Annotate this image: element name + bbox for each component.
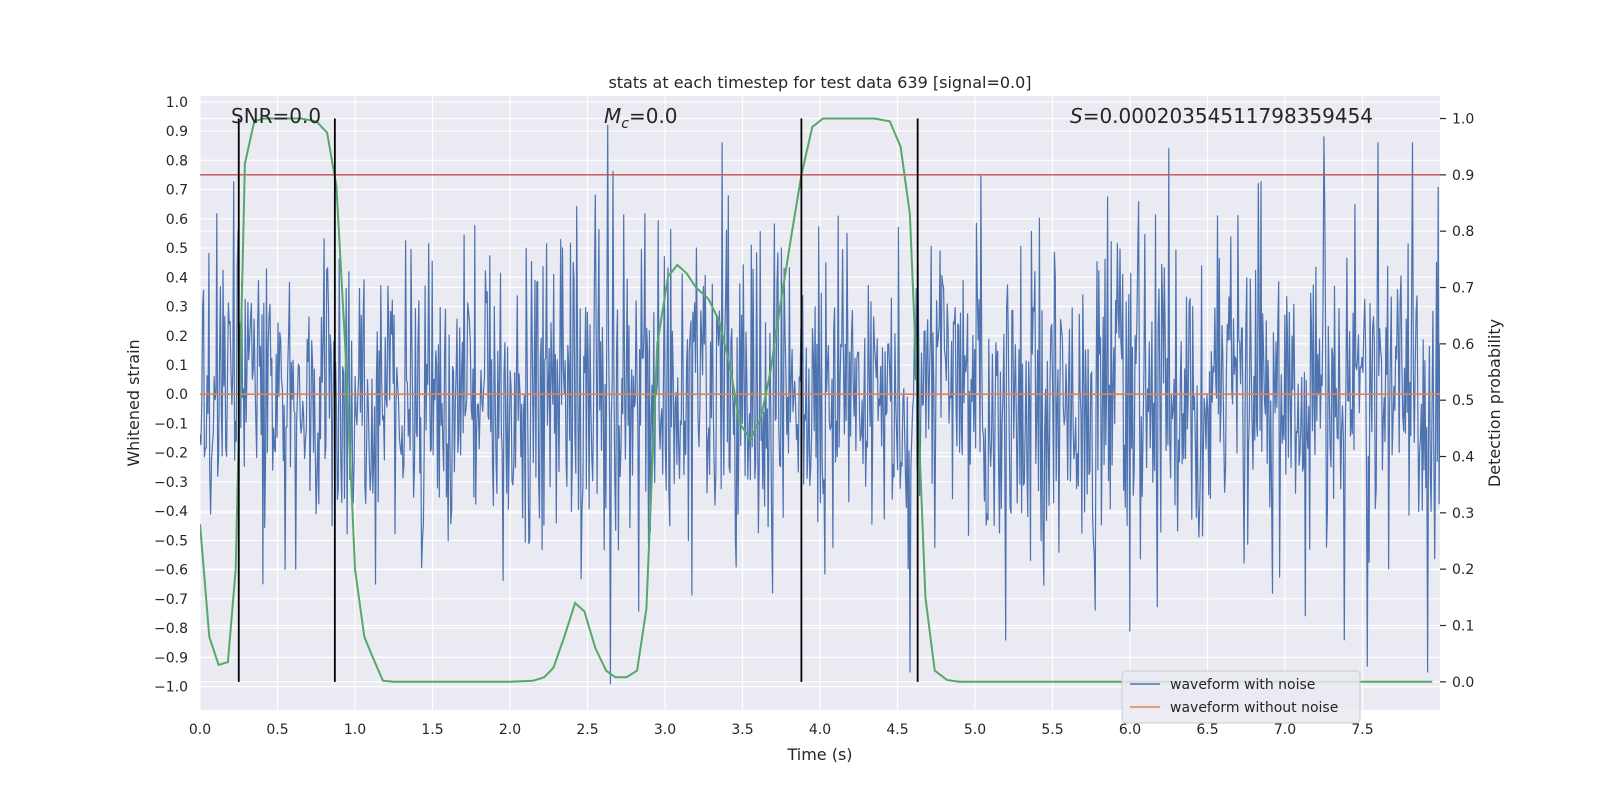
x-axis-ticks: 0.0 0.5 1.0 1.5 2.0 2.5 3.0 3.5 4.0 4.5 5.0 5.5 6.0 6… — [189, 722, 1374, 738]
x-tick-label: 0.5 — [266, 722, 288, 738]
score-annotation: S=0.00020354511798359454 — [1070, 104, 1373, 128]
chart-title: stats at each timestep for test data 639… — [608, 73, 1031, 92]
x-tick-label: 0.0 — [189, 722, 211, 738]
legend-box — [1121, 670, 1361, 724]
y-right-tick-label: 0.0 — [1452, 675, 1474, 691]
y-left-tick-label: 0.2 — [166, 329, 188, 345]
y-right-axis-label: Detection probability — [1485, 319, 1504, 487]
x-tick-label: 7.0 — [1274, 722, 1296, 738]
score-symbol: S — [1070, 104, 1083, 128]
y-left-axis-ticks: 1.0 0.9 0.8 0.7 0.6 0.5 0.4 0.3 0.2 0.1 0.0 −0.1 −0.… — [154, 95, 188, 696]
chirp-mass-annotation: Mc=0.0 — [604, 104, 678, 132]
y-right-tick-label: 0.9 — [1452, 168, 1474, 184]
y-left-tick-label: −0.3 — [154, 475, 188, 491]
x-tick-label: 7.5 — [1351, 722, 1373, 738]
y-right-tick-label: 0.7 — [1452, 281, 1474, 297]
y-right-tick-label: 1.0 — [1452, 112, 1474, 128]
vertical-markers — [237, 118, 919, 682]
x-tick-label: 6.0 — [1119, 722, 1141, 738]
y-left-tick-label: 0.6 — [166, 212, 188, 228]
y-left-tick-label: 0.3 — [166, 300, 188, 316]
y-left-tick-label: −0.7 — [154, 592, 188, 608]
score-value: =0.00020354511798359454 — [1083, 104, 1373, 128]
y-right-tick-label: 0.3 — [1452, 506, 1474, 522]
y-left-axis-label: Whitened strain — [124, 339, 143, 466]
y-left-tick-label: 0.9 — [166, 124, 188, 140]
y-right-tick-label: 0.6 — [1452, 337, 1474, 353]
x-tick-label: 5.0 — [964, 722, 986, 738]
x-tick-label: 1.5 — [421, 722, 443, 738]
y-left-tick-label: −0.8 — [154, 621, 188, 637]
y-right-tick-label: 0.8 — [1452, 224, 1474, 240]
y-left-tick-label: 0.5 — [166, 241, 188, 257]
legend-label-waveform-with-noise: waveform with noise — [1170, 677, 1315, 693]
plot-area — [200, 117, 1440, 685]
x-tick-label: 2.0 — [499, 722, 521, 738]
x-tick-label: 4.0 — [809, 722, 831, 738]
y-right-tick-label: 0.2 — [1452, 562, 1474, 578]
y-right-axis-ticks: 1.0 0.9 0.8 0.7 0.6 0.5 0.4 0.3 0.2 0.1 0.0 — [1440, 112, 1474, 691]
snr-annotation: SNR=0.0 — [231, 104, 321, 128]
y-left-tick-label: 1.0 — [166, 95, 188, 111]
x-tick-label: 3.0 — [654, 722, 676, 738]
y-left-tick-label: −0.6 — [154, 563, 188, 579]
chirp-mass-subscript: c — [621, 116, 629, 132]
y-left-tick-label: −0.9 — [154, 650, 188, 666]
chirp-mass-value: =0.0 — [629, 104, 678, 128]
x-tick-label: 6.5 — [1196, 722, 1218, 738]
waveform-with-noise-line — [200, 124, 1440, 685]
chirp-mass-symbol: M — [604, 104, 621, 128]
y-right-tick-label: 0.5 — [1452, 393, 1474, 409]
y-left-tick-label: −0.4 — [154, 504, 188, 520]
y-left-tick-label: −0.1 — [154, 416, 188, 432]
y-left-tick-label: 0.7 — [166, 183, 188, 199]
y-left-tick-label: −0.2 — [154, 446, 188, 462]
x-tick-label: 1.0 — [344, 722, 366, 738]
y-left-tick-label: −0.5 — [154, 533, 188, 549]
y-left-tick-label: 0.0 — [166, 387, 188, 403]
x-tick-label: 3.5 — [731, 722, 753, 738]
y-right-tick-label: 0.4 — [1452, 450, 1474, 466]
y-left-tick-label: 0.8 — [166, 153, 188, 169]
x-tick-label: 4.5 — [886, 722, 908, 738]
y-left-tick-label: −1.0 — [154, 680, 188, 696]
legend-label-waveform-without-noise: waveform without noise — [1170, 700, 1338, 716]
y-right-tick-label: 0.1 — [1452, 619, 1474, 635]
x-axis-label: Time (s) — [786, 745, 852, 764]
y-left-tick-label: 0.1 — [166, 358, 188, 374]
x-tick-label: 2.5 — [576, 722, 598, 738]
legend: waveform with noise waveform without noi… — [1121, 670, 1361, 724]
y-left-tick-label: 0.4 — [166, 270, 188, 286]
detection-probability-line — [200, 117, 1433, 683]
x-tick-label: 5.5 — [1041, 722, 1063, 738]
